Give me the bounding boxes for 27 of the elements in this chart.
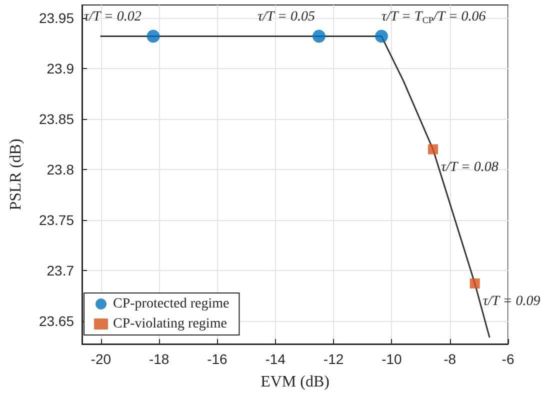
y-tick-label: 23.9	[46, 60, 74, 77]
x-tick-label: -12	[323, 351, 344, 367]
annotation: τ/T = 0.05	[258, 10, 315, 24]
x-tick-label: -20	[90, 351, 112, 367]
point	[146, 30, 160, 43]
x-tick-label: -18	[148, 351, 170, 367]
annotation: τ/T = 0.02	[84, 10, 142, 24]
x-axis-title: EVM (dB)	[260, 374, 330, 390]
y-tick-label: 23.8	[46, 161, 74, 178]
point	[312, 30, 326, 43]
y-axis-title: PSLR (dB)	[8, 138, 24, 210]
point	[428, 144, 438, 154]
x-tick-label: -16	[207, 351, 228, 367]
legend-label: CP-protected regime	[113, 296, 230, 312]
x-tick-label: -8	[444, 351, 456, 367]
x-tick-label: -10	[382, 351, 402, 367]
point	[470, 278, 480, 288]
y-tick-label: 23.95	[38, 10, 74, 26]
x-tick-label: -14	[265, 351, 286, 367]
point	[375, 30, 388, 43]
y-tick-label: 23.75	[38, 212, 74, 228]
y-tick-label: 23.65	[38, 312, 74, 329]
y-tick-label: 23.7	[46, 262, 74, 278]
annotation: τ/T = 0.08	[440, 160, 498, 175]
legend-label: CP-violating regime	[113, 316, 227, 332]
y-tick-label: 23.85	[38, 111, 74, 128]
x-tick-label: -6	[502, 351, 514, 367]
